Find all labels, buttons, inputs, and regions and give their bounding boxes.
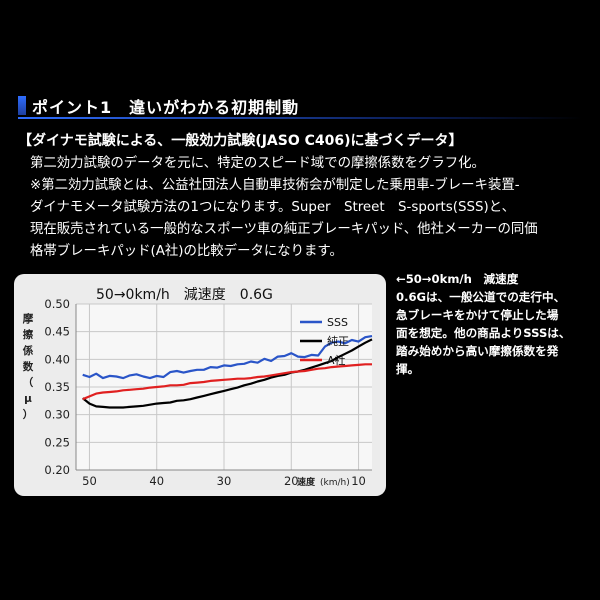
side-note-line: 0.6Gは、一般公道での走行中、 — [396, 290, 566, 304]
x-axis-label: 速度 — [297, 476, 316, 488]
legend-label: A社 — [327, 353, 346, 367]
description-line: 格帯ブレーキパッド(A社)の比較データになります。 — [30, 244, 343, 259]
side-note-line: 面を想定。他の商品よりSSSは、 — [396, 326, 571, 340]
x-tick-label: 10 — [351, 474, 366, 488]
chart-title: 50→0km/h 減速度 0.6G — [96, 286, 273, 303]
legend-label: 純正 — [327, 335, 349, 348]
y-tick-label: 0.50 — [44, 297, 70, 311]
description-text: 第二効力試験のデータを元に、特定のスピード域での摩擦係数をグラフ化。 ※第二効力… — [30, 153, 590, 263]
description-line: 現在販売されている一般的なスポーツ車の純正ブレーキパッド、他社メーカーの同価 — [30, 222, 538, 237]
y-axis-label: 摩擦係数（ μ） — [22, 312, 34, 421]
legend-label: SSS — [327, 316, 348, 329]
side-note-line: 揮。 — [396, 362, 420, 376]
side-note: ←50→0km/h 減速度 0.6Gは、一般公道での走行中、 急ブレーキをかけて… — [396, 270, 586, 378]
section-title: ポイント1 違いがわかる初期制動 — [32, 98, 300, 117]
y-tick-label: 0.40 — [44, 352, 70, 366]
description-line: 第二効力試験のデータを元に、特定のスピード域での摩擦係数をグラフ化。 — [30, 156, 485, 171]
description-line: ダイナモメータ試験方法の1つになります。Super Street S-sport… — [30, 200, 515, 215]
series-line-0 — [82, 335, 373, 380]
x-tick-label: 50 — [82, 474, 97, 488]
friction-chart: 0.20 0.25 0.30 0.35 0.40 0.45 0.50 50 40 30 20 10 速度… — [22, 286, 373, 488]
x-tick-label: 30 — [217, 474, 232, 488]
x-axis-unit: (km/h) — [320, 478, 350, 488]
description-line: ※第二効力試験とは、公益社団法人自動車技術会が制定した乗用車-ブレーキ装置- — [30, 178, 520, 193]
x-tick-label: 20 — [284, 474, 299, 488]
chart-panel: 0.20 0.25 0.30 0.35 0.40 0.45 0.50 50 40 30 20 10 速度… — [14, 274, 386, 496]
heading-accent-bar — [18, 96, 26, 115]
y-tick-label: 0.45 — [44, 325, 70, 339]
heading-underline — [18, 117, 582, 119]
y-tick-label: 0.25 — [44, 435, 70, 449]
y-tick-label: 0.35 — [44, 380, 70, 394]
y-tick-label: 0.20 — [44, 463, 70, 477]
side-note-line: ←50→0km/h 減速度 — [396, 272, 519, 286]
section-heading: ポイント1 違いがわかる初期制動 — [18, 94, 582, 119]
series-line-1 — [82, 338, 373, 409]
side-note-line: 急ブレーキをかけて停止した場 — [396, 308, 559, 322]
y-tick-label: 0.30 — [44, 408, 70, 422]
x-tick-label: 40 — [149, 474, 164, 488]
series-line-2 — [82, 363, 372, 401]
side-note-line: 踏み始めから高い摩擦係数を発 — [396, 344, 559, 358]
subheading: 【ダイナモ試験による、一般効力試験(JASO C406)に基づくデータ】 — [18, 133, 463, 149]
